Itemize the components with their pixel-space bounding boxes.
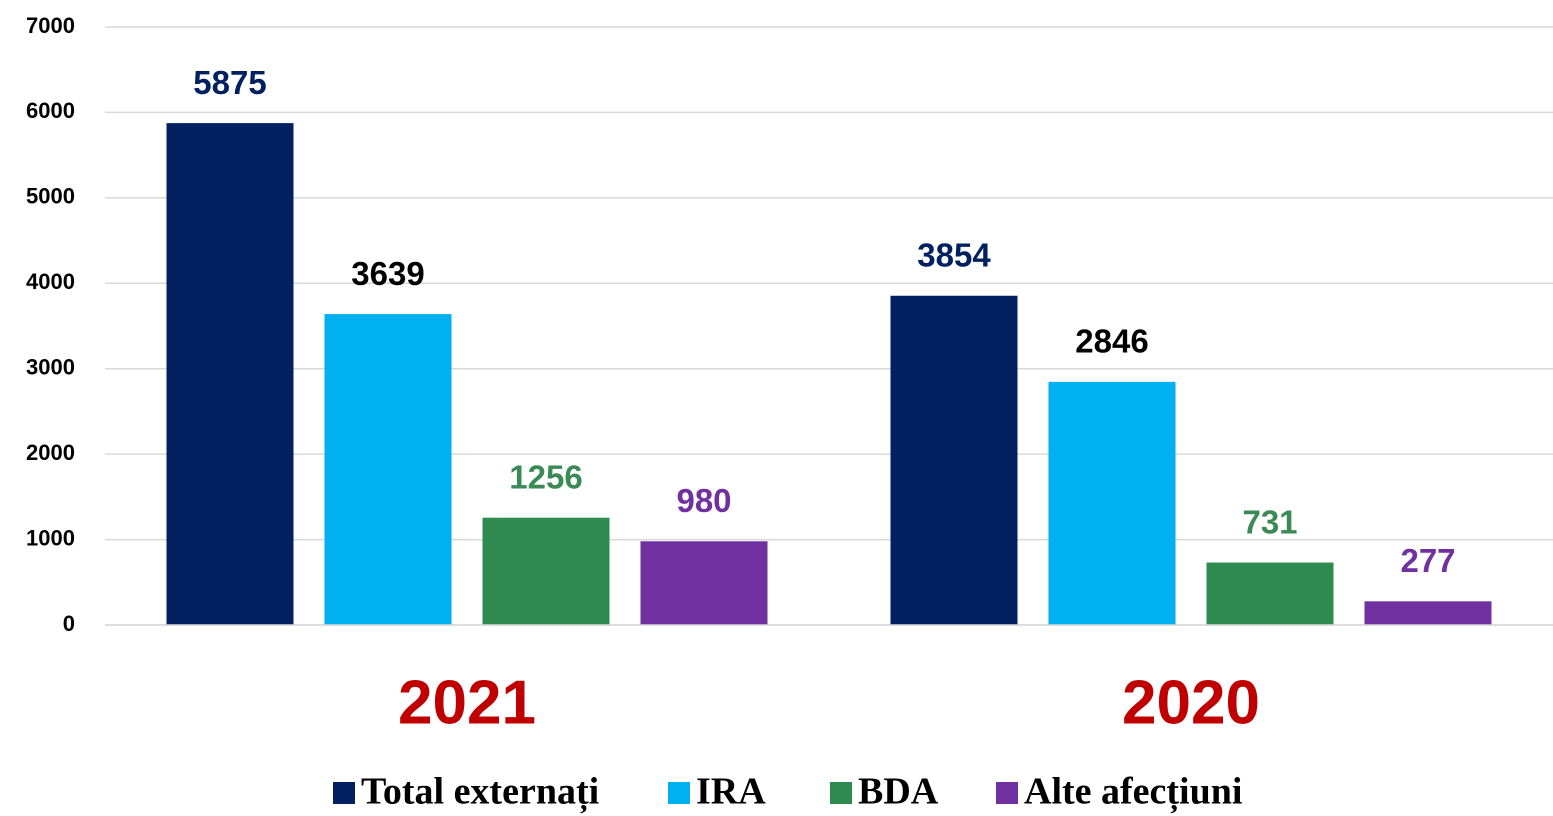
data-label: 980 — [676, 482, 731, 519]
data-label: 1256 — [509, 458, 582, 495]
bar — [482, 517, 610, 625]
data-label: 731 — [1242, 503, 1297, 540]
data-label: 3639 — [351, 255, 424, 292]
data-label: 277 — [1400, 542, 1455, 579]
data-label: 2846 — [1075, 323, 1148, 360]
bar — [890, 295, 1018, 625]
legend-marker — [830, 782, 852, 804]
data-label: 5875 — [193, 64, 266, 101]
bar — [166, 123, 294, 625]
legend-label: Alte afecțiuni — [1024, 771, 1242, 814]
y-tick-label: 6000 — [26, 98, 75, 123]
legend-label: IRA — [696, 771, 766, 813]
bar — [1048, 381, 1176, 625]
legend-marker — [668, 782, 690, 804]
bar — [1364, 601, 1492, 625]
bar — [324, 314, 452, 625]
y-tick-label: 7000 — [26, 13, 75, 38]
category-label: 2020 — [1122, 668, 1260, 737]
y-tick-label: 3000 — [26, 355, 75, 380]
legend-label: Total externați — [361, 771, 599, 814]
bar — [1206, 562, 1334, 625]
category-label: 2021 — [398, 668, 536, 737]
legend-marker — [996, 782, 1018, 804]
data-label: 3854 — [917, 236, 991, 273]
legend-marker — [333, 782, 355, 804]
y-tick-label: 5000 — [26, 184, 75, 209]
y-tick-label: 1000 — [26, 525, 75, 550]
y-tick-label: 4000 — [26, 269, 75, 294]
legend-label: BDA — [858, 771, 939, 813]
y-tick-label: 2000 — [26, 440, 75, 465]
y-tick-label: 0 — [63, 611, 75, 636]
bar — [640, 541, 768, 625]
